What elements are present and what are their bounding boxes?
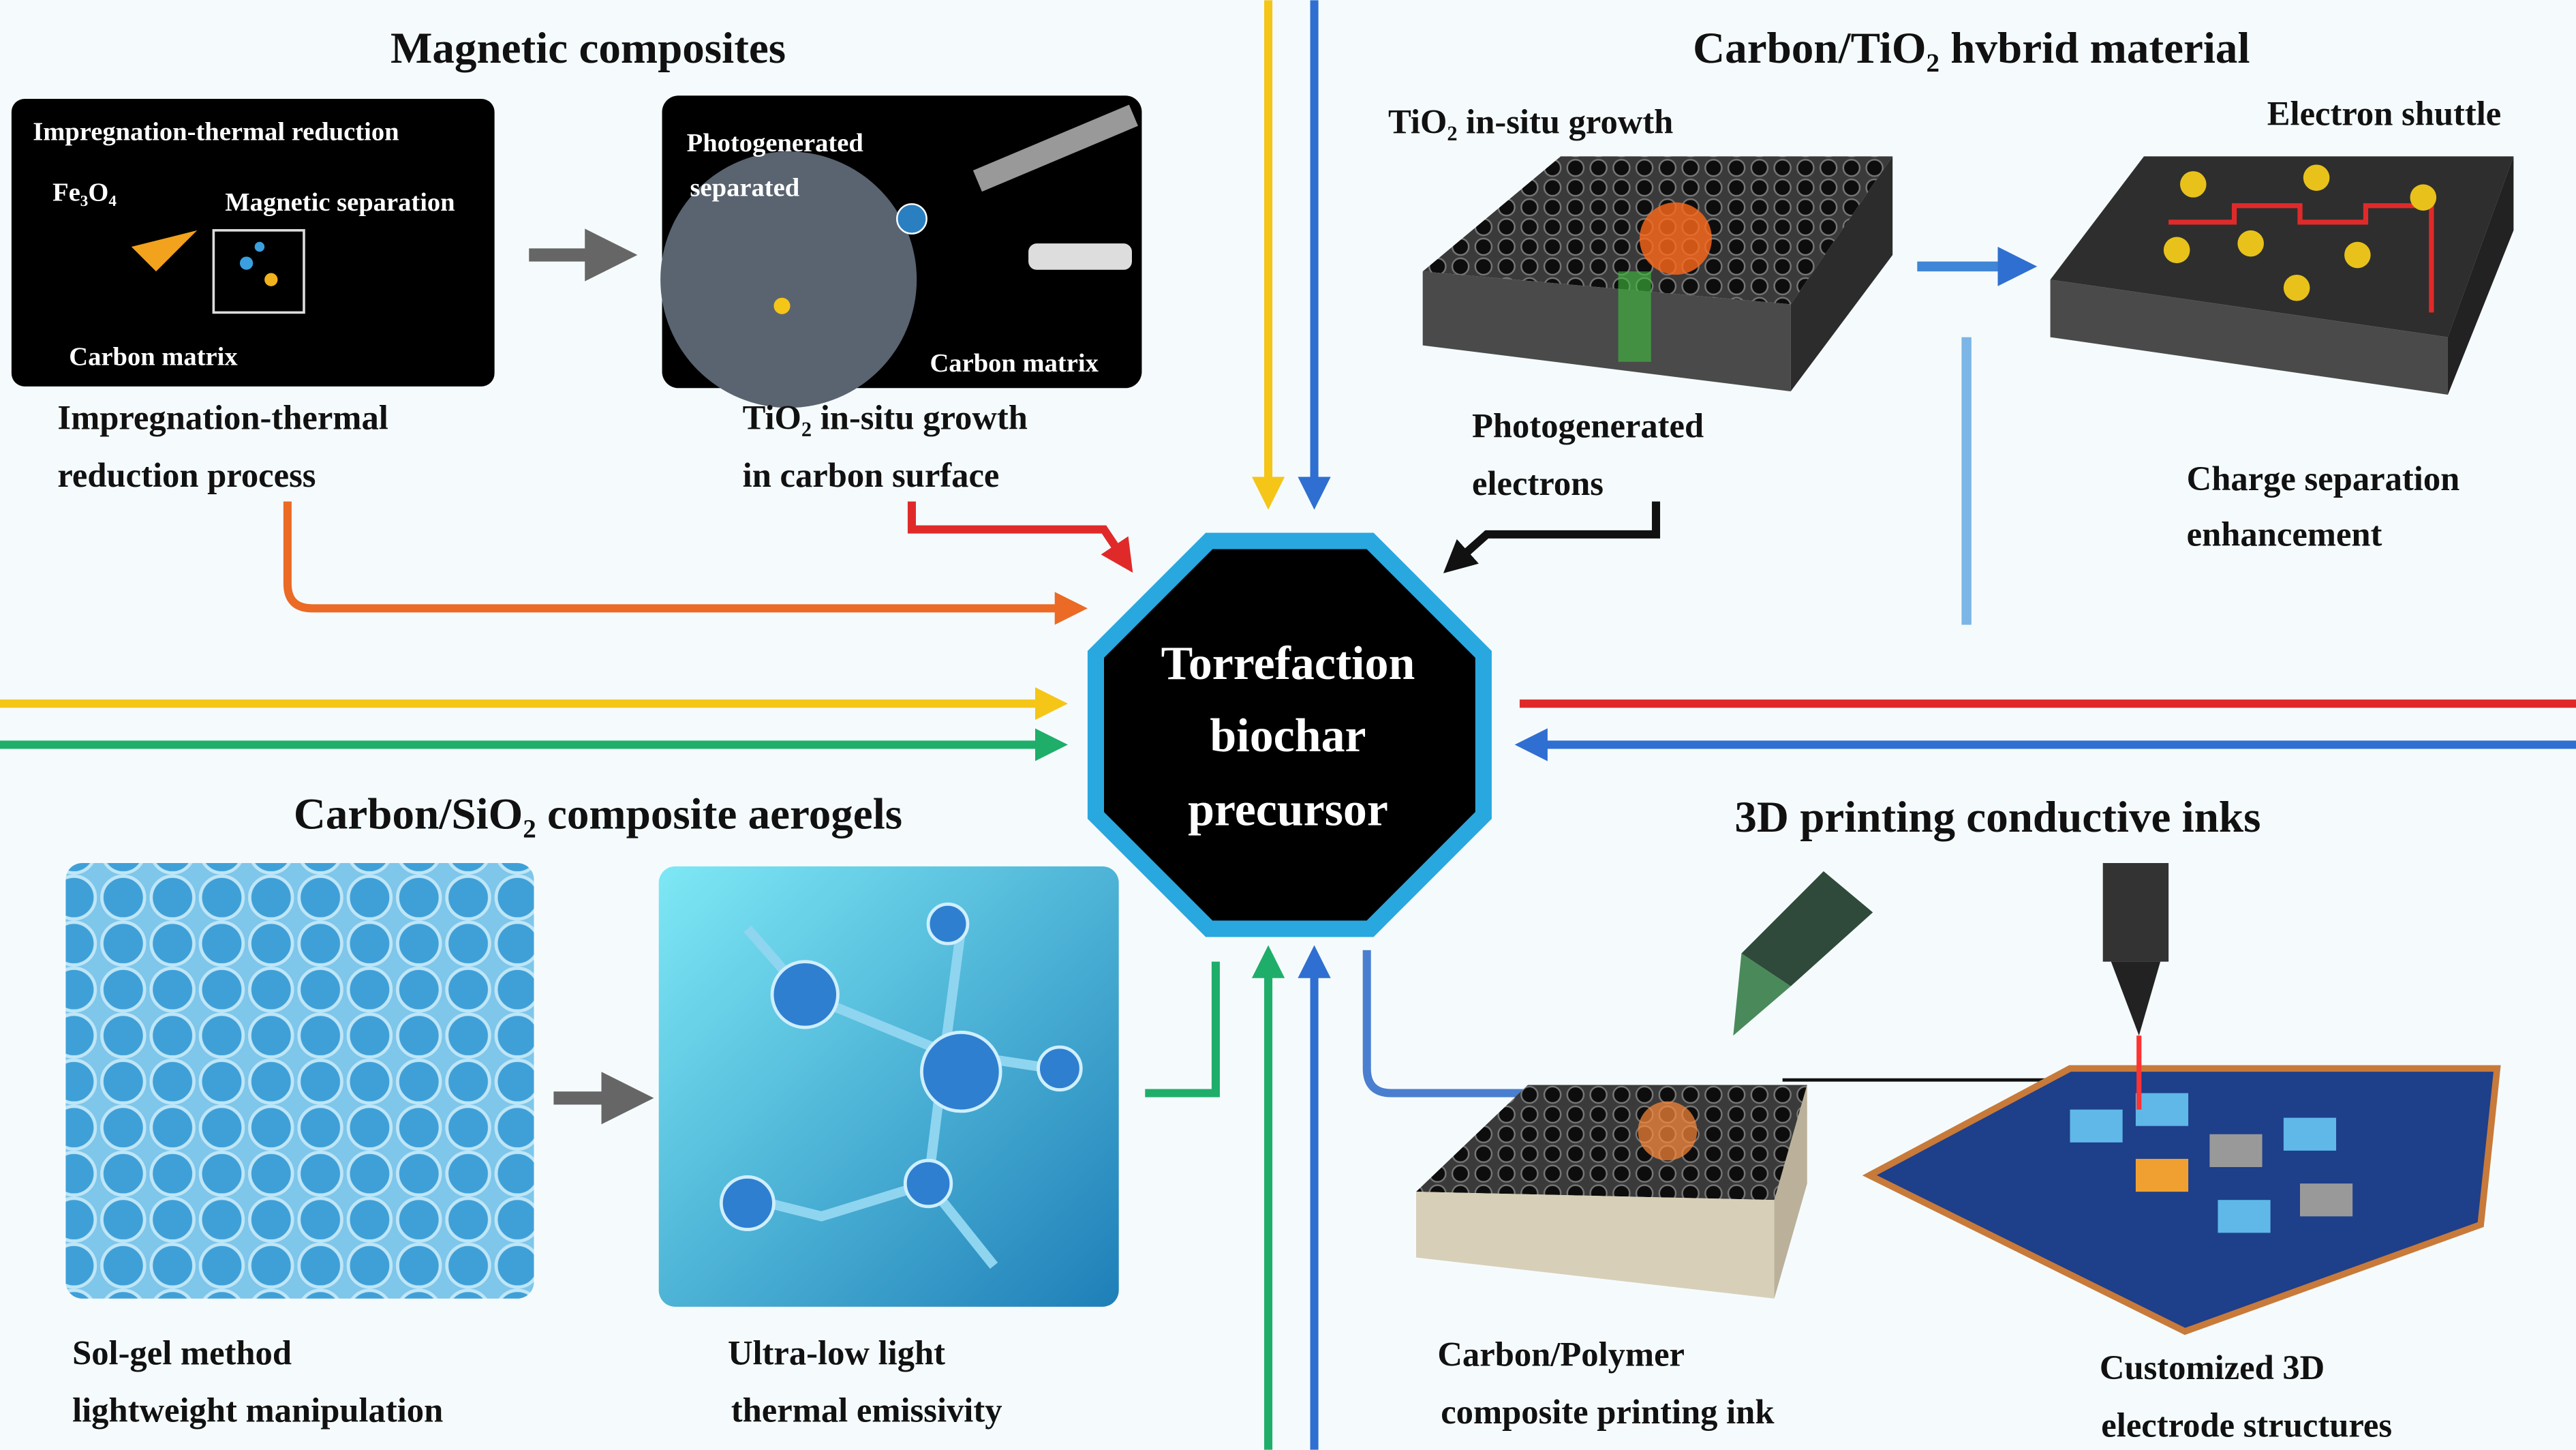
section-title: Carbon/TiO₂ hvbrid material — [1693, 24, 2250, 73]
icon — [2237, 230, 2264, 257]
panel-label: Photogenerated — [687, 129, 864, 157]
caption: TiO₂ in-situ growth — [743, 399, 1028, 437]
icon — [2050, 156, 2514, 337]
icon — [65, 863, 534, 1299]
caption: Carbon/Polymer — [1437, 1335, 1685, 1374]
icon — [773, 297, 791, 314]
icon — [2168, 203, 2434, 313]
label: Electron shuttle — [2267, 95, 2501, 133]
panel-label: Magnetic separation — [225, 188, 455, 217]
caption: enhancement — [2187, 515, 2382, 554]
panel-label: Impregnation-thermal reduction — [33, 117, 399, 146]
icon — [2180, 171, 2207, 198]
icon — [2300, 1183, 2353, 1217]
arrow — [907, 501, 1133, 573]
caption: Customized 3D — [2100, 1348, 2325, 1387]
icon — [1862, 1065, 2501, 1335]
icon — [660, 151, 917, 408]
center-text: precursor — [1188, 784, 1388, 836]
icon — [972, 104, 1138, 192]
icon — [1741, 871, 1873, 986]
icon — [2303, 164, 2330, 192]
icon — [770, 960, 840, 1029]
caption: reduction process — [57, 456, 316, 494]
panel-label: Carbon matrix — [69, 343, 238, 372]
icon — [1422, 271, 1791, 392]
center-octagon — [1087, 532, 1492, 937]
icon — [2283, 1117, 2337, 1151]
icon — [264, 273, 278, 286]
caption: in carbon surface — [743, 456, 1000, 494]
section-title: Magnetic composites — [390, 24, 786, 73]
icon — [2283, 274, 2310, 301]
icon — [2447, 156, 2514, 395]
center-text: biochar — [1210, 710, 1366, 762]
icon — [2070, 1109, 2123, 1143]
icon — [2102, 863, 2169, 962]
icon — [719, 1175, 776, 1231]
icon — [1733, 953, 1791, 1036]
chips — [2070, 1093, 2353, 1233]
label: TiO₂ in-situ growth — [1388, 103, 1673, 141]
section-title: 3D printing conductive inks — [1734, 793, 2260, 842]
icon — [2050, 280, 2448, 395]
atoms — [719, 902, 1083, 1231]
icon — [1037, 1045, 1083, 1092]
icon — [131, 230, 198, 272]
caption: Impregnation-thermal — [57, 399, 388, 437]
center-text: Torrefaction — [1161, 637, 1415, 690]
icon — [239, 256, 254, 270]
caption: electrode structures — [2101, 1406, 2392, 1444]
icon — [2344, 241, 2371, 269]
arrow — [1443, 501, 1661, 573]
panel-label: separated — [690, 173, 800, 202]
icon — [2209, 1134, 2263, 1167]
icon — [1618, 271, 1651, 362]
caption: composite printing ink — [1441, 1393, 1775, 1431]
icon — [1774, 1085, 1807, 1299]
icon — [2135, 1093, 2189, 1126]
caption: Photogenerated — [1472, 407, 1704, 445]
icon — [896, 203, 927, 235]
icon — [2111, 961, 2161, 1036]
panel — [11, 99, 495, 387]
icon — [254, 241, 265, 252]
icon — [2410, 184, 2437, 211]
icon — [920, 1030, 1002, 1113]
icon — [2218, 1200, 2271, 1233]
icon — [903, 1158, 953, 1209]
icon — [2163, 237, 2190, 264]
particles — [2163, 164, 2437, 301]
icon — [1790, 156, 1893, 392]
icon — [2135, 1158, 2189, 1192]
icon — [1416, 1192, 1775, 1299]
caption: Ultra-low light — [728, 1333, 945, 1372]
caption: Sol-gel method — [72, 1333, 292, 1372]
icon — [1416, 1085, 1807, 1200]
icon — [1638, 1101, 1698, 1161]
icon — [212, 229, 305, 314]
icon — [1639, 202, 1712, 275]
icon — [1028, 243, 1132, 270]
caption: Charge separation — [2187, 459, 2460, 498]
arrow — [283, 501, 1088, 625]
arrow — [1145, 961, 1220, 1098]
arrow — [1362, 950, 1545, 1098]
icon — [926, 902, 970, 946]
panel-label: Fe₃O₄ — [52, 178, 117, 207]
section-title: Carbon/SiO₂ composite aerogels — [294, 789, 902, 839]
caption: lightweight manipulation — [72, 1391, 443, 1430]
caption: thermal emissivity — [731, 1391, 1002, 1430]
panel-label: Carbon matrix — [930, 349, 1099, 378]
caption: electrons — [1472, 464, 1604, 502]
